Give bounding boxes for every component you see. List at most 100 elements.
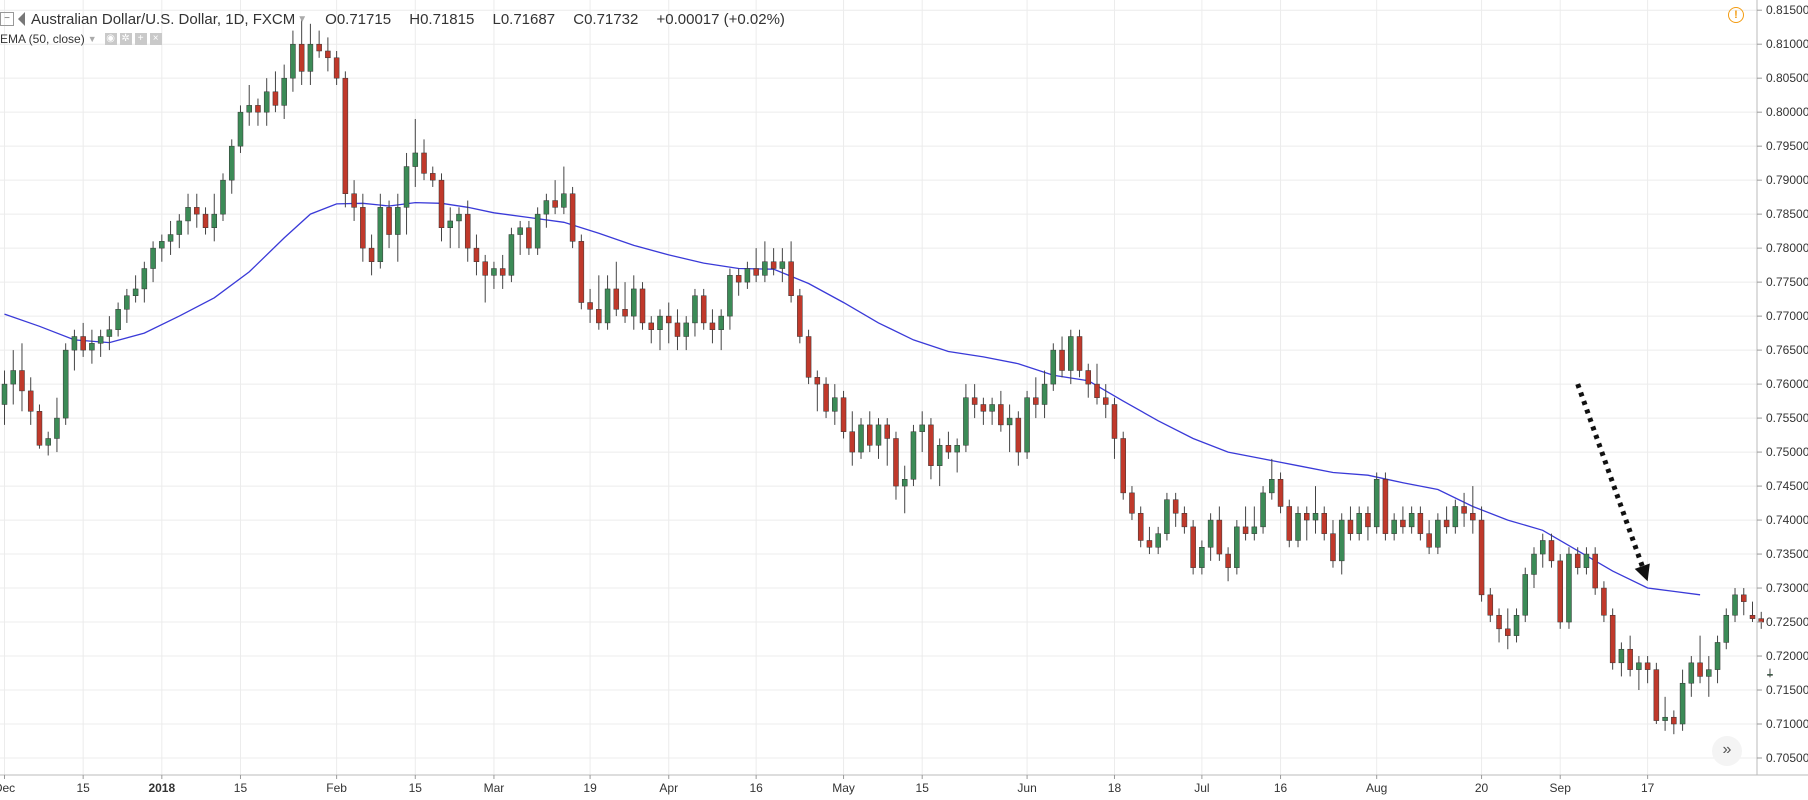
scroll-to-realtime-button[interactable]: »: [1712, 736, 1742, 766]
candle: [1330, 520, 1336, 568]
candle: [1076, 329, 1083, 378]
candle: [980, 397, 987, 425]
candle-body: [1286, 506, 1293, 541]
candle: [1478, 506, 1485, 602]
y-tick-label: 0.77500: [1766, 275, 1808, 289]
candle: [228, 139, 235, 194]
time-axis[interactable]: Dec 15 2018 15 Feb 15 Mar 19 Apr 16 May 15 Jun 18 Jul 1…: [0, 775, 1655, 795]
study-label[interactable]: EMA (50, close): [0, 32, 85, 46]
candle-body: [1068, 336, 1074, 371]
candle-body: [805, 336, 812, 378]
candle: [1006, 404, 1013, 453]
close-icon[interactable]: ×: [149, 33, 162, 45]
more-icon[interactable]: +: [134, 33, 147, 45]
chevron-down-icon[interactable]: ▼: [87, 34, 97, 44]
candle: [1758, 611, 1764, 629]
x-tick-label: 2018: [148, 781, 175, 795]
candle-body: [1505, 628, 1511, 636]
open-value: 0.71715: [336, 10, 392, 28]
symbol-title[interactable]: Australian Dollar/U.S. Dollar, 1D, FXCM: [31, 10, 296, 28]
candle: [1382, 472, 1389, 541]
candle: [255, 98, 261, 126]
candle-body: [1601, 587, 1607, 616]
candle: [639, 282, 646, 330]
candle-body: [587, 302, 593, 310]
candle-body: [508, 234, 515, 276]
candle-body: [1609, 614, 1616, 664]
ema-line: [4, 201, 1701, 596]
candle-body: [1033, 397, 1039, 405]
candle: [403, 152, 410, 235]
candle-body: [1548, 540, 1555, 562]
candle-body: [1679, 682, 1686, 725]
candle: [237, 105, 244, 153]
chart-grid: [0, 0, 1757, 775]
candle: [1129, 486, 1135, 521]
x-tick-label: 17: [1641, 781, 1655, 795]
candle: [1627, 635, 1633, 677]
candle: [1234, 520, 1240, 575]
candle: [447, 207, 453, 249]
candle: [596, 275, 602, 330]
candle: [998, 390, 1004, 432]
candle: [1706, 656, 1712, 697]
candle-body: [692, 295, 698, 324]
high-label: H: [409, 10, 421, 28]
candle: [1347, 506, 1354, 541]
candle: [631, 275, 637, 330]
x-tick-label: Dec: [0, 781, 15, 795]
symbol-flag-icon: [18, 12, 25, 26]
study-legend: EMA (50, close) ▼ ◉ ✲ + ×: [0, 32, 165, 46]
candle-body: [779, 261, 786, 269]
candle-body: [753, 268, 759, 276]
candle: [342, 71, 349, 208]
candle: [1102, 384, 1109, 419]
candle: [683, 316, 689, 351]
candle-body: [1583, 553, 1590, 568]
candle: [508, 227, 515, 283]
candle-body: [1443, 519, 1450, 528]
candle-body: [1400, 519, 1406, 528]
alert-icon[interactable]: !: [1728, 7, 1744, 23]
candle-body: [1373, 479, 1380, 528]
candle-body: [1347, 519, 1354, 534]
candle-body: [1618, 648, 1625, 664]
candle-body: [1, 383, 8, 405]
candle-body: [333, 57, 340, 79]
candle: [1338, 513, 1345, 575]
candle: [167, 220, 174, 255]
candle-body: [989, 404, 995, 412]
candle: [1732, 588, 1738, 623]
candle-body: [1478, 519, 1485, 596]
candle: [788, 241, 794, 303]
x-tick-label: 19: [583, 781, 597, 795]
candle-body: [185, 207, 191, 222]
candle: [657, 309, 663, 351]
price-axis[interactable]: 0.81500 0.81000 0.80500 0.80000 0.79500 0.790…: [1757, 3, 1808, 765]
candle-body: [1531, 553, 1537, 575]
x-tick-label: 15: [76, 781, 90, 795]
collapse-icon[interactable]: −: [0, 12, 14, 26]
candle-body: [884, 424, 890, 439]
candle-body: [1102, 397, 1109, 405]
candle: [805, 329, 812, 385]
chevron-down-icon[interactable]: ▼: [297, 13, 308, 25]
dotted-arrow-line: [1575, 383, 1645, 568]
candle: [552, 180, 558, 215]
close-label: C: [573, 10, 585, 28]
candle-body: [1487, 594, 1494, 616]
candle-body: [797, 295, 803, 337]
candle-body: [1688, 662, 1695, 684]
candle-body: [167, 234, 174, 242]
candle-body: [622, 309, 628, 317]
candle-body: [377, 207, 384, 262]
settings-icon[interactable]: ✲: [119, 33, 132, 45]
candle: [1137, 506, 1144, 548]
x-tick-label: Mar: [484, 781, 505, 795]
eye-icon[interactable]: ◉: [104, 33, 117, 45]
candle: [1356, 506, 1362, 541]
candle: [910, 424, 917, 487]
candle-body: [316, 43, 322, 52]
candle-body: [1566, 553, 1572, 623]
